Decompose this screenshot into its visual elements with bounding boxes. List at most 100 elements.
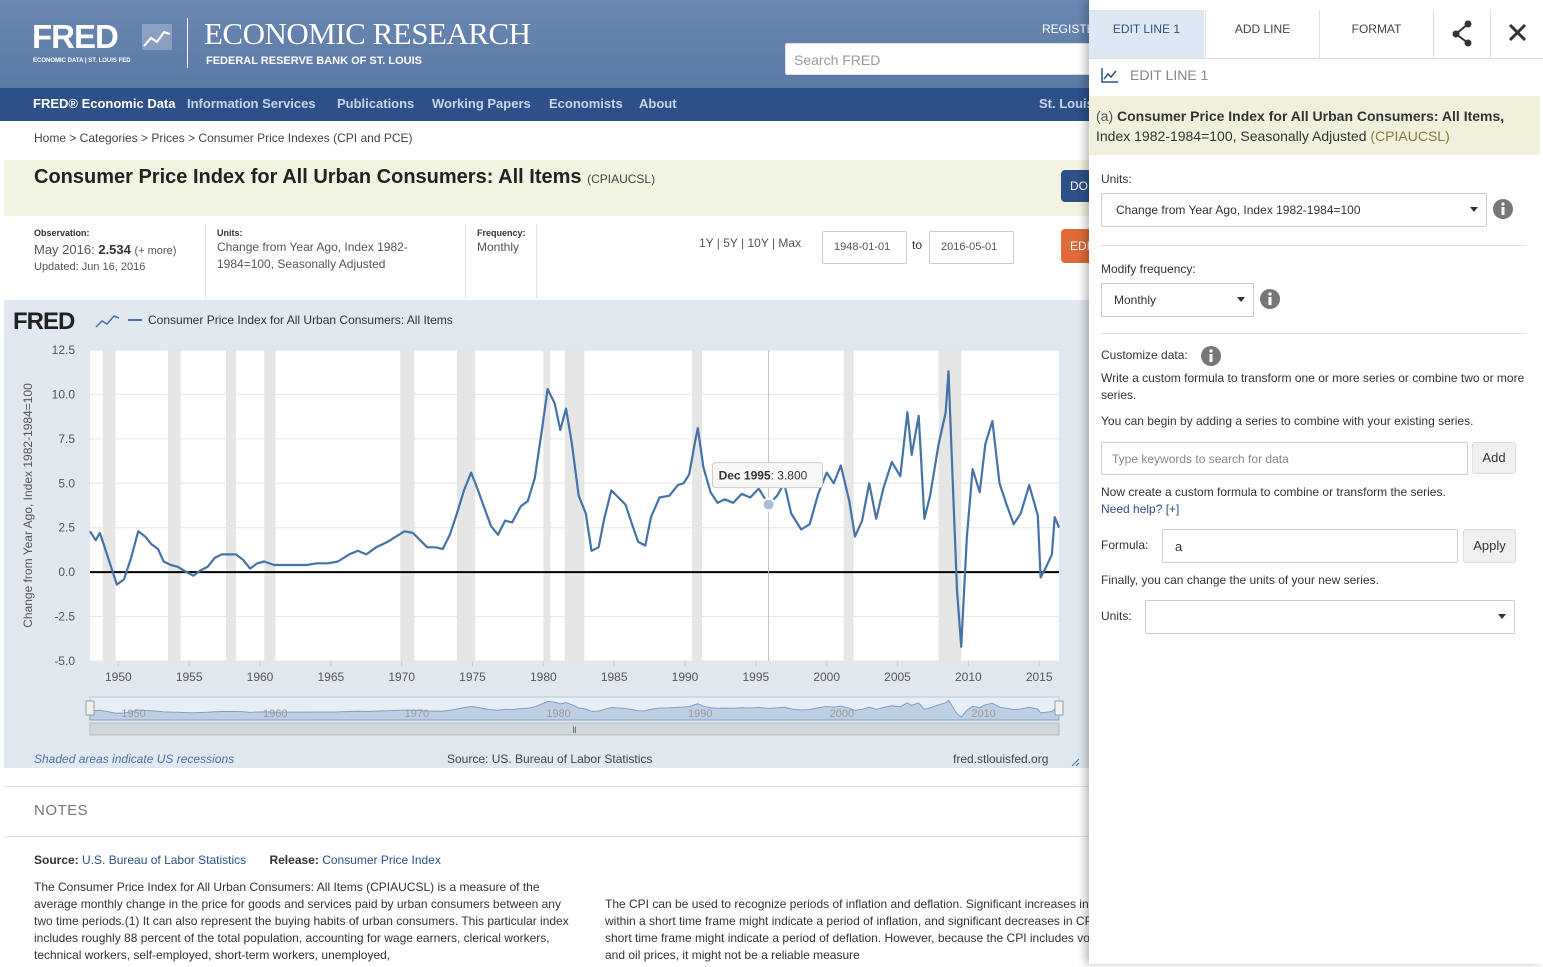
tooltip-text: Dec 1995: 3.800	[719, 469, 808, 483]
panel-series-title: Consumer Price Index for All Urban Consu…	[1117, 108, 1505, 124]
chart-logo: FRED	[13, 308, 75, 335]
tab-bar	[1089, 10, 1543, 59]
frequency-value: Monthly	[1114, 293, 1157, 307]
chart-site: fred.stlouisfed.org	[953, 752, 1049, 766]
add-button[interactable]: Add	[1472, 442, 1516, 474]
formula-help: Now create a custom formula to combine o…	[1101, 485, 1446, 499]
final-text: Finally, you can change the units of you…	[1101, 573, 1379, 587]
info-icon[interactable]	[1259, 288, 1281, 310]
line-icon	[1101, 68, 1118, 83]
nav-item[interactable]: Information Services	[187, 96, 316, 111]
end-date[interactable]: 2016-05-01	[929, 231, 1014, 264]
units2-label: Units:	[1101, 609, 1132, 623]
x-tick-label: 1995	[742, 670, 769, 684]
notes-source: Source: U.S. Bureau of Labor Statistics …	[34, 853, 441, 867]
search-box[interactable]: Search FRED	[785, 43, 1097, 75]
units: Change from Year Ago, Index 1982-1984=10…	[217, 240, 408, 271]
recession-band	[167, 350, 181, 661]
nav-item[interactable]: FRED® Economic Data	[33, 96, 176, 111]
units-label: Units:	[1101, 172, 1132, 186]
divider	[205, 224, 206, 299]
y-tick-label: 0.0	[58, 565, 75, 579]
formula-value: a	[1175, 539, 1183, 554]
chart-logo-icon	[95, 315, 120, 328]
resize-handle	[1071, 758, 1080, 767]
scrollbar-grip: Ⅱ	[572, 725, 576, 735]
range-buttons[interactable]: 1Y | 5Y | 10Y | Max	[699, 236, 802, 250]
recession-band	[102, 350, 116, 661]
x-tick-label: 1965	[317, 670, 344, 684]
units-value: Change from Year Ago, Index 1982-1984=10…	[1116, 203, 1361, 217]
to-label: to	[912, 238, 923, 252]
divider	[187, 18, 188, 68]
need-help-link[interactable]: Need help? [+]	[1101, 502, 1180, 516]
start-date[interactable]: 1948-01-01	[822, 231, 907, 264]
tooltip-date: Dec 1995	[719, 469, 771, 483]
navigator-tick-label: 1980	[546, 708, 570, 720]
start-date-text: 1948-01-01	[834, 241, 891, 253]
navigator-tick-label: 2010	[971, 708, 995, 720]
formula-input[interactable]: a	[1162, 529, 1458, 563]
x-tick-label: 1960	[247, 670, 274, 684]
notes-para: The Consumer Price Index for All Urban C…	[34, 880, 569, 962]
y-tick-label: 5.0	[58, 476, 75, 490]
tab[interactable]: EDIT LINE 1	[1089, 10, 1204, 58]
info-icon[interactable]	[1200, 345, 1222, 367]
legend-label: Consumer Price Index for All Urban Consu…	[148, 313, 453, 327]
breadcrumb[interactable]: Home > Categories > Prices > Consumer Pr…	[34, 131, 413, 145]
scrollbar	[89, 722, 1060, 736]
x-tick-label: 1950	[105, 670, 132, 684]
nav-item[interactable]: Working Papers	[432, 96, 531, 111]
source-link[interactable]: U.S. Bureau of Labor Statistics	[82, 853, 247, 867]
tooltip-box	[712, 462, 824, 489]
recession-band	[938, 350, 962, 661]
end-date-text: 2016-05-01	[941, 241, 998, 253]
apply-button[interactable]: Apply	[1463, 529, 1516, 563]
recession-band	[456, 350, 476, 661]
logo[interactable]: FRED	[32, 18, 119, 55]
navigator-tick-label: 2000	[830, 708, 854, 720]
observation-label: Observation:	[34, 228, 90, 238]
recession-band	[264, 350, 276, 661]
observation-date: May 2016:	[34, 242, 95, 257]
y-axis-label: Change from Year Ago, Index 1982-1984=10…	[21, 383, 35, 628]
y-tick-label: 2.5	[58, 521, 75, 535]
info-icon[interactable]	[1492, 198, 1514, 220]
x-tick-label: 1990	[672, 670, 699, 684]
x-tick-label: 2000	[813, 670, 840, 684]
close-button[interactable]	[1490, 10, 1543, 58]
notes-heading: NOTES	[34, 802, 89, 819]
release-link[interactable]: Consumer Price Index	[322, 853, 441, 867]
frequency-select[interactable]: Monthly	[1101, 283, 1254, 317]
nav-item[interactable]: Publications	[337, 96, 415, 111]
frequency: Monthly	[477, 240, 520, 254]
nav-item[interactable]: About	[639, 96, 677, 111]
tab[interactable]: ADD LINE	[1205, 10, 1319, 58]
formula-label: Formula:	[1101, 538, 1149, 552]
nav-item[interactable]: St. Louis	[1039, 96, 1094, 111]
y-tick-label: 10.0	[52, 387, 76, 401]
share-button[interactable]	[1433, 10, 1490, 58]
units-select[interactable]: Change from Year Ago, Index 1982-1984=10…	[1101, 193, 1487, 227]
tab[interactable]: FORMAT	[1319, 10, 1433, 58]
recessions-note: Shaded areas indicate US recessions	[34, 752, 235, 766]
nav-item[interactable]: Economists	[549, 96, 623, 111]
x-tick-label: 1955	[176, 670, 203, 684]
register-link[interactable]: REGISTE	[1042, 22, 1095, 36]
divider	[536, 224, 537, 299]
logo-icon	[142, 24, 172, 50]
navigator-area	[89, 699, 1060, 721]
series-search[interactable]: Type keywords to search for data	[1101, 442, 1468, 475]
x-tick-label: 2010	[955, 670, 982, 684]
y-tick-label: 7.5	[58, 432, 75, 446]
divider	[4, 836, 1090, 837]
search-placeholder: Search FRED	[794, 52, 881, 68]
more-link[interactable]: (+ more)	[134, 245, 177, 257]
units2-select[interactable]	[1145, 600, 1515, 634]
series-rest: Index 1982-1984=100, Seasonally Adjusted	[1096, 128, 1367, 144]
navigator-handle	[1054, 700, 1064, 716]
release-label: Release:	[269, 853, 319, 867]
navigator-tick-label: 1990	[688, 708, 712, 720]
x-tick-label: 1970	[388, 670, 415, 684]
